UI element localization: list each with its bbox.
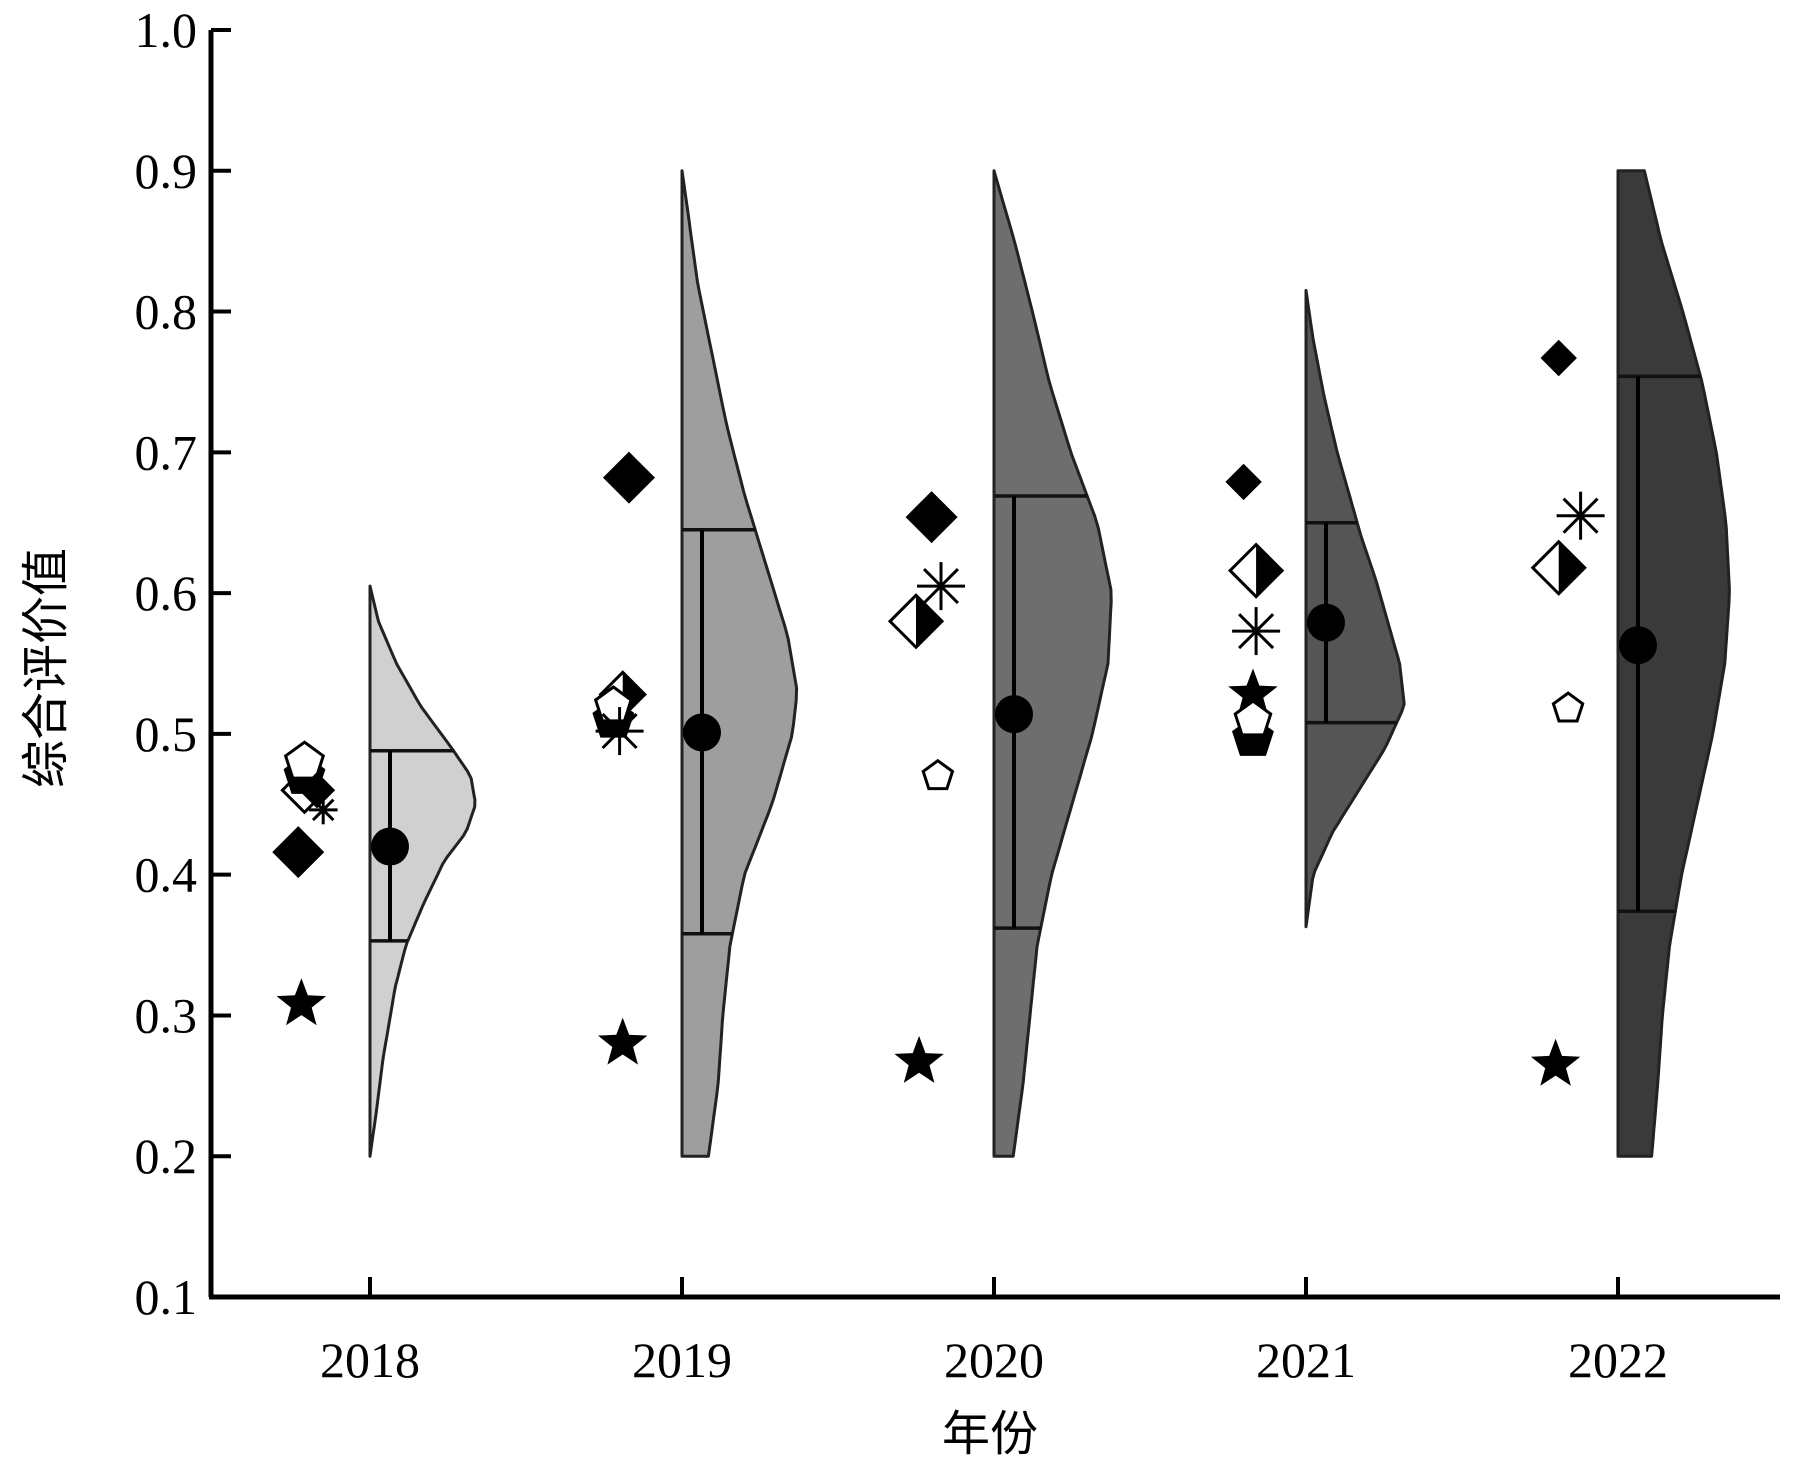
diamond-outline (1530, 539, 1587, 596)
x-tick-label: 2020 (944, 1332, 1044, 1388)
violin-body (680, 169, 799, 1158)
plot-area (272, 169, 1731, 1158)
marker-pentagon-open-2021 (1233, 699, 1273, 737)
marker-pentagon-open-2019 (593, 685, 633, 723)
diamond-outline (1227, 542, 1285, 599)
violin-2019 (680, 169, 799, 1158)
x-tick-label: 2019 (632, 1332, 732, 1388)
marker-star-2022 (1530, 1038, 1581, 1086)
y-tick-label: 0.7 (135, 424, 198, 480)
diamond-half-fill (1256, 544, 1283, 597)
mean-marker (1619, 626, 1657, 665)
asterisk-stroke (1562, 497, 1599, 534)
marker-diamond-filled-2018 (298, 772, 336, 809)
x-tick-label: 2022 (1568, 1332, 1668, 1388)
marker-star-2019 (598, 1017, 648, 1065)
axes: 0.1 0.2 0.3 0.4 0.5 0.6 0.7 0.8 0.9 1.0 2018 2019 20… (135, 2, 1780, 1388)
violin-body (992, 169, 1113, 1158)
y-tick-label: 0.8 (135, 284, 198, 340)
marker-diamond-filled-2020 (905, 491, 958, 544)
mean-marker (995, 695, 1033, 734)
marker-asterisk-2019 (595, 707, 644, 756)
asterisk-stroke (601, 713, 638, 750)
mean-marker (1307, 603, 1345, 642)
marker-pentagon-open-2022 (1551, 691, 1585, 723)
asterisk-stroke (922, 568, 959, 605)
marker-diamond-half-2022 (1530, 539, 1587, 596)
marker-diamond-filled-2018 (272, 826, 325, 879)
violin-2018 (368, 584, 477, 1158)
marker-diamond-filled-2019 (602, 451, 655, 504)
violin-2022 (1616, 169, 1731, 1158)
y-axis-title: 综合评价值 (18, 548, 74, 788)
marker-diamond-half-2021 (1227, 542, 1285, 599)
y-tick-label: 0.6 (135, 565, 198, 621)
violin-2021 (1304, 288, 1406, 929)
marker-star-2018 (276, 978, 327, 1026)
y-tick-label: 0.5 (135, 706, 198, 762)
diamond-half-fill (1558, 541, 1585, 594)
marker-asterisk-2022 (1556, 491, 1605, 540)
marker-asterisk-2020 (917, 562, 965, 611)
y-tick-label: 1.0 (135, 2, 198, 58)
y-tick-label: 0.1 (135, 1269, 198, 1325)
asterisk-stroke (311, 798, 335, 822)
violin-2020 (992, 169, 1113, 1158)
y-tick-label: 0.3 (135, 987, 198, 1043)
marker-diamond-filled-2022 (1540, 339, 1577, 377)
marker-diamond-filled-2021 (1225, 463, 1262, 501)
marker-star-2021 (1228, 668, 1278, 716)
x-axis-title: 年份 (942, 1406, 1038, 1462)
marker-asterisk-2021 (1232, 607, 1281, 656)
x-tick-label: 2021 (1256, 1332, 1356, 1388)
mean-marker (683, 713, 721, 752)
y-tick-label: 0.4 (135, 847, 198, 903)
diamond-half-fill (916, 595, 942, 648)
diamond-outline (887, 593, 945, 650)
marker-pentagon-open-2018 (283, 740, 326, 780)
violin-body (1304, 288, 1406, 929)
marker-diamond-half-2020 (887, 593, 945, 650)
mean-marker (371, 827, 409, 866)
violin-body (368, 584, 477, 1158)
y-tick-label: 0.9 (135, 143, 198, 199)
marker-pentagon-open-2020 (921, 758, 955, 791)
y-tick-label: 0.2 (135, 1128, 198, 1184)
x-tick-label: 2018 (320, 1332, 420, 1388)
asterisk-stroke (1238, 613, 1275, 650)
marker-star-2020 (894, 1035, 944, 1083)
